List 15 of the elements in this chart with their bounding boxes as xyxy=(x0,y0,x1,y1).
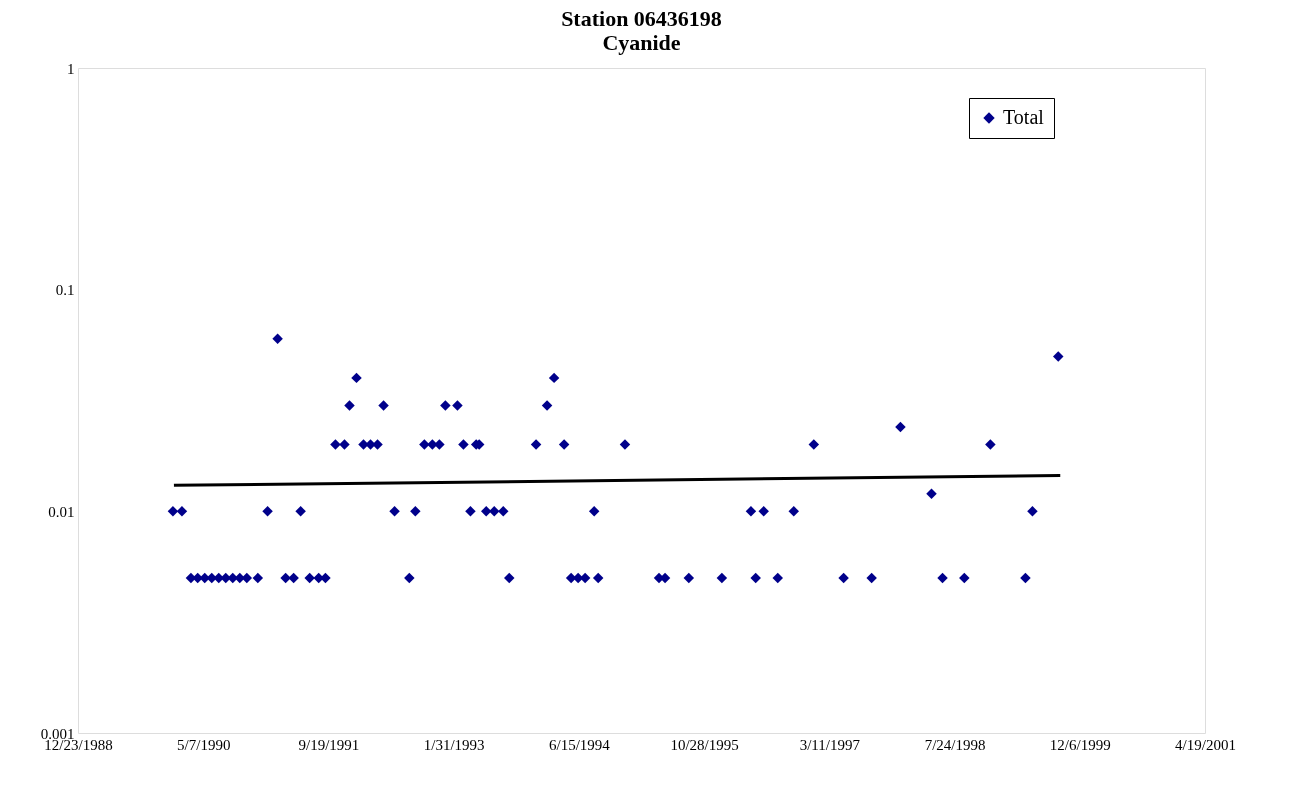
y-tick-label: 0.1 xyxy=(55,282,75,299)
x-tick-label: 12/6/1999 xyxy=(1049,736,1111,753)
x-tick-label: 4/19/2001 xyxy=(1175,736,1236,753)
x-tick-label: 10/28/1995 xyxy=(670,736,739,753)
legend-label: Total xyxy=(1003,106,1045,128)
x-tick-label: 6/15/1994 xyxy=(548,736,611,753)
x-tick-label: 3/11/1997 xyxy=(799,736,861,753)
x-tick-label: 1/31/1993 xyxy=(423,736,485,753)
text: Station 06436198 xyxy=(561,6,722,31)
text: Cyanide xyxy=(602,30,681,55)
x-tick-label: 9/19/1991 xyxy=(298,736,360,753)
x-tick-label: 5/7/1990 xyxy=(177,736,231,753)
y-tick-label: 1 xyxy=(67,60,75,77)
x-tick-label: 7/24/1998 xyxy=(924,736,986,753)
y-tick-label: 0.01 xyxy=(48,503,75,520)
